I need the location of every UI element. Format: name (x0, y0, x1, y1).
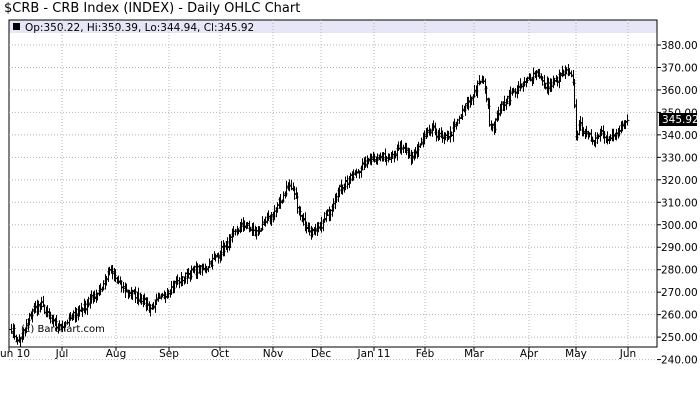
y-tick-label: 250.00 (661, 332, 698, 344)
copyright: (c) Barchart.com (21, 324, 105, 335)
x-tick-label: Jun (619, 348, 636, 360)
ohlc-readout: Op:350.22, Hi:350.39, Lo:344.94, Cl:345.… (25, 22, 254, 34)
y-tick-label: 280.00 (661, 265, 698, 277)
x-tick-label: Oct (211, 348, 229, 360)
ohlc-bar (207, 258, 212, 269)
y-tick-label: 260.00 (661, 310, 698, 322)
ohlc-bar (419, 137, 424, 146)
x-tick-label: May (565, 348, 587, 360)
y-tick-label: 270.00 (661, 287, 698, 299)
header-bar (9, 20, 657, 33)
plot-frame (8, 19, 658, 348)
ohlc-bar (101, 280, 106, 291)
y-tick-label: 340.00 (661, 130, 698, 142)
last-value-box (659, 113, 697, 126)
y-axis-labels: 240.00 250.00 260.00 270.00 280.00 290.00 300.… (657, 40, 698, 367)
ohlc-bar (354, 168, 359, 179)
ohlc-bar (345, 175, 350, 190)
ohlc-bar (133, 286, 138, 304)
x-tick-label: Aug (106, 348, 127, 360)
x-tick-label: Sep (159, 348, 179, 360)
y-tick-label: 370.00 (661, 62, 698, 74)
header-marker (13, 23, 20, 30)
ohlc-bars (9, 64, 630, 347)
x-tick-label: Apr (520, 348, 539, 360)
x-tick-label: Nov (263, 348, 284, 360)
y-tick-label: 320.00 (661, 175, 698, 187)
y-tick-label: 380.00 (661, 40, 698, 52)
y-tick-label: 300.00 (661, 220, 698, 232)
x-tick-label: Dec (311, 348, 332, 360)
ohlc-bar (457, 115, 462, 124)
last-value-label: 345.92 (662, 114, 699, 126)
ohlc-bar (510, 88, 515, 96)
x-axis-labels: un 10 Jul Aug Sep Oct Nov Dec Jan 11 Feb Mar Apr Ma… (0, 347, 636, 360)
ohlc-bar (360, 158, 365, 171)
ohlc-bar (260, 216, 265, 231)
y-tick-label: 330.00 (661, 152, 698, 164)
y-tick-label: 240.00 (661, 355, 698, 367)
ohlc-bar (119, 280, 124, 293)
x-tick-label: Feb (416, 348, 435, 360)
x-tick-label: un 10 (0, 348, 30, 360)
y-tick-label: 310.00 (661, 197, 698, 209)
ohlc-bar (625, 114, 630, 126)
chart-title: $CRB - CRB Index (INDEX) - Daily OHLC Ch… (4, 1, 301, 16)
ohlc-bar (121, 281, 126, 294)
x-tick-label: Jul (55, 348, 69, 360)
x-tick-label: Mar (464, 348, 484, 360)
y-tick-label: 360.00 (661, 85, 698, 97)
y-tick-label: 290.00 (661, 242, 698, 254)
x-tick-label: Jan 11 (357, 348, 391, 360)
